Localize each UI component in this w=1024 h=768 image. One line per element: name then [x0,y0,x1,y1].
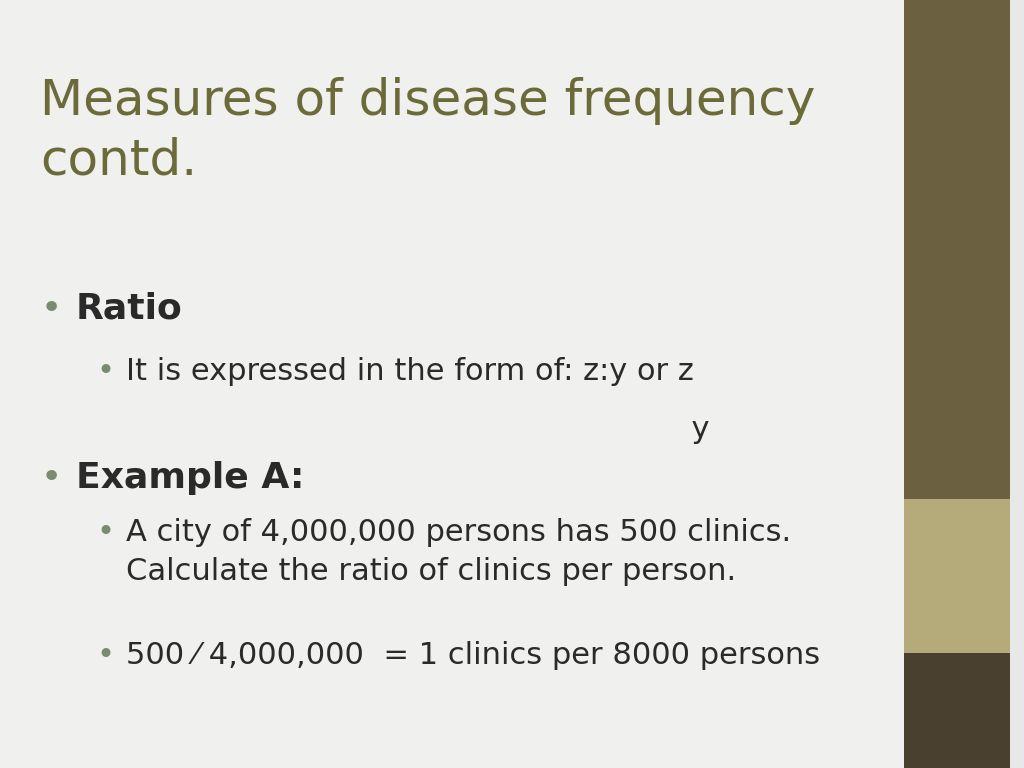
Text: 500 ⁄ 4,000,000  = 1 clinics per 8000 persons: 500 ⁄ 4,000,000 = 1 clinics per 8000 per… [126,641,820,670]
FancyBboxPatch shape [0,0,904,768]
Text: •: • [96,518,114,548]
Bar [904,653,1011,768]
Text: •: • [40,461,61,495]
Text: •: • [96,641,114,670]
Bar [904,499,1011,653]
Bar [904,0,1011,499]
Text: A city of 4,000,000 persons has 500 clinics.
Calculate the ratio of clinics per : A city of 4,000,000 persons has 500 clin… [126,518,792,585]
Text: •: • [40,292,61,326]
Text: Measures of disease frequency
contd.: Measures of disease frequency contd. [40,77,816,184]
Text: •: • [96,357,114,386]
Text: It is expressed in the form of: z:y or z: It is expressed in the form of: z:y or z [126,357,694,386]
Text: Example A:: Example A: [76,461,304,495]
Text: Ratio: Ratio [76,292,182,326]
Text: y: y [126,415,710,444]
